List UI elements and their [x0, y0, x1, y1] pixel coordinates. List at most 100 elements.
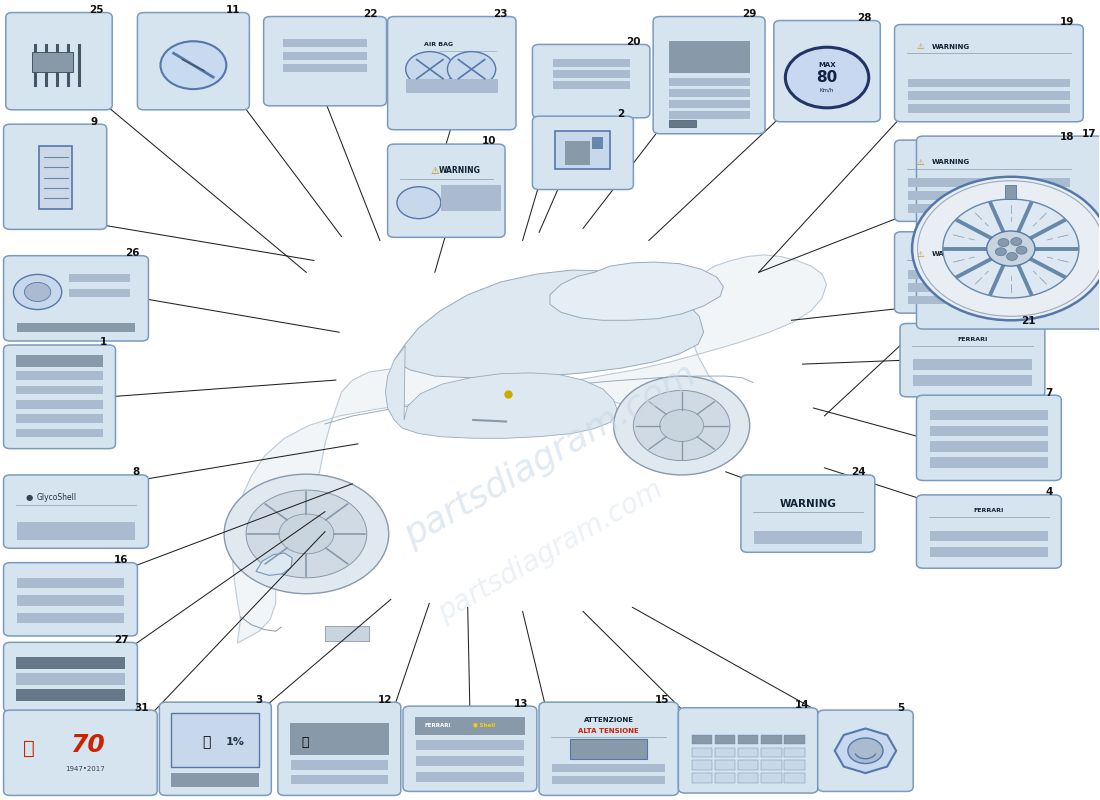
Text: partsdiagram.com: partsdiagram.com: [398, 358, 702, 554]
Bar: [552, 763, 666, 771]
Bar: [406, 78, 498, 93]
Bar: [908, 191, 1070, 200]
Text: 70: 70: [70, 733, 106, 757]
Bar: [908, 104, 1070, 113]
Bar: [930, 546, 1048, 557]
Circle shape: [996, 248, 1006, 256]
Text: MAX: MAX: [818, 62, 836, 68]
Polygon shape: [394, 270, 704, 378]
Text: 20: 20: [627, 37, 641, 47]
Text: 🛢: 🛢: [202, 735, 211, 750]
FancyBboxPatch shape: [3, 256, 149, 341]
Text: 26: 26: [125, 248, 140, 258]
Circle shape: [634, 390, 730, 461]
Bar: [15, 371, 103, 380]
Text: ● Shell: ● Shell: [473, 722, 495, 728]
Text: 2: 2: [617, 109, 625, 118]
Bar: [284, 52, 366, 59]
Bar: [284, 64, 366, 72]
Text: 17: 17: [1081, 129, 1097, 138]
Bar: [16, 595, 124, 606]
Text: 11: 11: [227, 5, 241, 15]
Text: FERRARI: FERRARI: [974, 508, 1004, 514]
Bar: [284, 39, 366, 47]
Bar: [15, 414, 103, 423]
Bar: [692, 773, 713, 782]
Circle shape: [161, 42, 227, 89]
Bar: [738, 735, 759, 744]
Text: 25: 25: [89, 5, 103, 15]
Bar: [556, 130, 610, 169]
Bar: [570, 739, 647, 758]
Bar: [692, 747, 713, 757]
Bar: [669, 120, 696, 126]
FancyBboxPatch shape: [653, 17, 766, 134]
Bar: [15, 386, 103, 394]
Bar: [913, 359, 1032, 370]
Text: 28: 28: [857, 13, 871, 23]
Bar: [16, 322, 135, 332]
Bar: [15, 429, 103, 438]
Bar: [715, 747, 736, 757]
Bar: [930, 426, 1048, 436]
Text: 29: 29: [741, 9, 757, 19]
Circle shape: [397, 186, 441, 218]
Bar: [415, 718, 525, 735]
Circle shape: [448, 52, 496, 86]
Bar: [755, 530, 861, 543]
FancyBboxPatch shape: [3, 124, 107, 230]
Bar: [292, 760, 387, 770]
Text: 24: 24: [851, 467, 866, 478]
Text: WARNING: WARNING: [780, 499, 836, 509]
Text: WARNING: WARNING: [932, 44, 970, 50]
FancyBboxPatch shape: [3, 345, 115, 449]
Bar: [172, 773, 260, 787]
Text: 15: 15: [656, 694, 670, 705]
Bar: [715, 760, 736, 770]
Circle shape: [246, 490, 366, 578]
Bar: [552, 70, 629, 78]
Text: 13: 13: [514, 698, 528, 709]
Circle shape: [1011, 238, 1022, 246]
Bar: [69, 274, 130, 282]
Bar: [669, 42, 750, 73]
Text: partsdiagram.com: partsdiagram.com: [432, 476, 668, 627]
Text: 16: 16: [114, 555, 129, 565]
Bar: [930, 410, 1048, 420]
Bar: [930, 530, 1048, 541]
Text: ⚠: ⚠: [916, 42, 924, 51]
Bar: [592, 137, 603, 149]
Bar: [908, 178, 1070, 187]
FancyBboxPatch shape: [916, 136, 1100, 329]
Bar: [326, 626, 368, 641]
Bar: [761, 773, 781, 782]
Polygon shape: [385, 346, 618, 438]
FancyBboxPatch shape: [539, 702, 679, 795]
FancyBboxPatch shape: [916, 495, 1062, 568]
Bar: [783, 747, 804, 757]
Bar: [15, 400, 103, 409]
Bar: [738, 747, 759, 757]
Bar: [172, 714, 260, 766]
Bar: [738, 773, 759, 782]
Bar: [16, 578, 124, 588]
FancyBboxPatch shape: [741, 475, 875, 552]
Text: 1: 1: [99, 338, 107, 347]
Text: 21: 21: [1022, 316, 1036, 326]
FancyBboxPatch shape: [532, 45, 650, 118]
Bar: [692, 735, 713, 744]
Polygon shape: [550, 262, 724, 320]
FancyBboxPatch shape: [160, 702, 272, 795]
Bar: [761, 747, 781, 757]
Bar: [15, 657, 125, 669]
Text: 6: 6: [1062, 224, 1069, 234]
Bar: [908, 270, 1065, 279]
Text: 9: 9: [91, 117, 98, 126]
Bar: [908, 204, 1070, 213]
Text: 18: 18: [1060, 133, 1075, 142]
Circle shape: [848, 738, 883, 763]
FancyBboxPatch shape: [387, 17, 516, 130]
Bar: [416, 756, 524, 766]
Bar: [761, 760, 781, 770]
Bar: [715, 735, 736, 744]
